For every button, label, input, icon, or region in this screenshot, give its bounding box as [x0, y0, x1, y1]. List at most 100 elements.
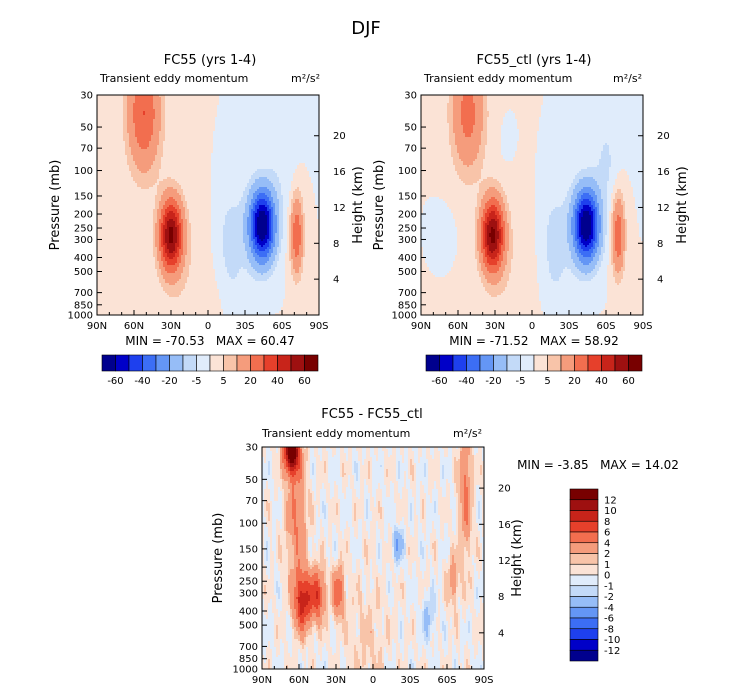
contour-cell	[304, 475, 307, 478]
contour-cell	[303, 243, 306, 246]
contour-cell	[288, 461, 291, 464]
contour-cell	[287, 207, 292, 210]
contour-cell	[181, 187, 212, 190]
contour-cell	[153, 125, 162, 128]
contour-cell	[549, 215, 568, 218]
contour-cell	[611, 199, 614, 202]
contour-cell	[298, 481, 301, 484]
contour-cell	[547, 235, 568, 238]
contour-cell	[475, 247, 478, 250]
contour-cell	[601, 229, 604, 232]
contour-cell	[414, 457, 419, 460]
contour-cell	[275, 239, 280, 242]
contour-cell	[442, 473, 445, 476]
contour-cell	[505, 113, 516, 116]
contour-cell	[175, 255, 180, 258]
contour-cell	[424, 485, 429, 488]
contour-cell	[235, 277, 254, 280]
contour-cell	[513, 235, 536, 238]
contour-cell	[301, 243, 304, 246]
contour-cell	[280, 473, 283, 476]
contour-cell	[165, 127, 216, 130]
contour-cell	[328, 467, 341, 470]
contour-cell	[97, 309, 224, 312]
contour-cell	[284, 453, 287, 456]
contour-cell	[515, 153, 536, 156]
contour-cell	[97, 109, 124, 112]
contour-cell	[181, 213, 186, 216]
contour-cell	[617, 191, 622, 194]
contour-cell	[293, 175, 310, 178]
contour-cell	[303, 207, 318, 210]
contour-cell	[398, 465, 401, 468]
contour-cell	[477, 201, 482, 204]
contour-cell	[153, 131, 160, 134]
contour-cell	[567, 223, 572, 226]
contour-cell	[575, 235, 578, 238]
contour-cell	[301, 211, 304, 214]
contour-cell	[535, 183, 572, 186]
colorbar: -60 -40 -20 -5 5 20 40 60	[101, 354, 319, 387]
contour-cell	[535, 205, 562, 208]
contour-cell	[289, 229, 292, 232]
x-tick-label: 90S	[309, 321, 328, 332]
contour-cell	[421, 281, 482, 284]
contour-cell	[595, 265, 602, 268]
contour-cell	[249, 213, 252, 216]
contour-cell	[143, 111, 146, 114]
contour-cell	[457, 147, 480, 150]
contour-cell	[420, 481, 423, 484]
contour-cell	[153, 123, 162, 126]
contour-cell	[368, 475, 371, 478]
contour-cell	[155, 111, 162, 114]
contour-cell	[310, 463, 313, 466]
contour-cell	[127, 101, 136, 104]
contour-cell	[125, 145, 130, 148]
contour-cell	[505, 191, 536, 194]
contour-cell	[477, 231, 482, 234]
contour-cell	[279, 201, 284, 204]
contour-cell	[601, 151, 610, 154]
contour-cell	[491, 205, 496, 208]
contour-cell	[485, 193, 502, 196]
contour-cell	[449, 125, 454, 128]
contour-cell	[595, 225, 598, 228]
contour-cell	[302, 469, 305, 472]
colorbar: -60 -40 -20 -5 5 20 40 60	[425, 354, 643, 387]
contour-cell	[269, 257, 276, 260]
contour-cell	[569, 189, 574, 192]
contour-cell	[280, 447, 283, 450]
contour-cell	[485, 191, 500, 194]
contour-cell	[282, 447, 285, 450]
contour-cell	[448, 451, 453, 454]
contour-cell	[185, 257, 192, 260]
contour-cell	[517, 127, 540, 130]
contour-cell	[589, 237, 594, 240]
contour-cell	[289, 225, 292, 228]
contour-cell	[320, 493, 327, 496]
contour-cell	[475, 207, 480, 210]
contour-cell	[161, 101, 166, 104]
contour-cell	[165, 97, 220, 100]
contour-cell	[305, 241, 320, 244]
contour-cell	[211, 155, 320, 158]
contour-cell	[509, 273, 538, 276]
contour-cell	[485, 149, 502, 152]
contour-cell	[310, 471, 313, 474]
contour-cell	[621, 217, 624, 220]
contour-cell	[315, 201, 320, 204]
contour-cell	[609, 149, 644, 152]
contour-cell	[567, 229, 572, 232]
contour-cell	[483, 159, 506, 162]
contour-cell	[501, 223, 506, 226]
contour-cell	[440, 459, 453, 462]
contour-cell	[211, 191, 244, 194]
contour-cell	[217, 115, 320, 118]
contour-cell	[452, 459, 455, 462]
contour-cell	[301, 237, 304, 240]
contour-cell	[445, 275, 480, 278]
contour-cell	[421, 109, 448, 112]
contour-cell	[501, 241, 504, 244]
contour-cell	[123, 137, 130, 140]
contour-cell	[271, 275, 286, 278]
